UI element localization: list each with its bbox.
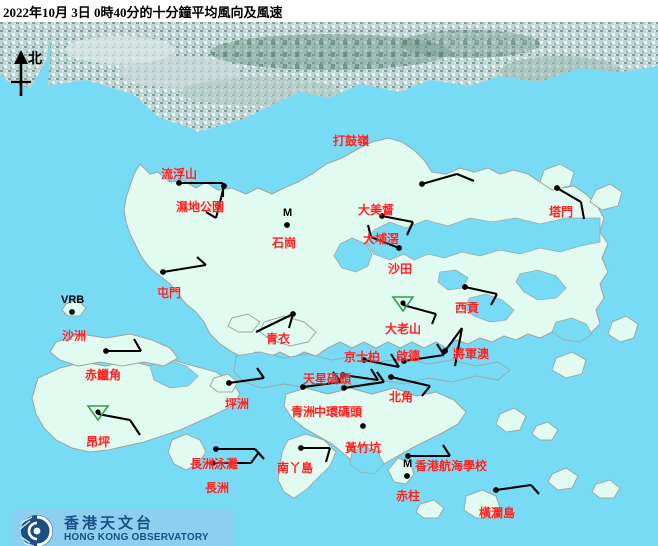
- station-dot-icon: [284, 222, 290, 228]
- station-label: 大老山: [385, 322, 422, 336]
- station-dot-icon: [554, 185, 560, 191]
- station-label: 中環碼頭: [314, 405, 363, 419]
- station-dot-icon: [300, 384, 306, 390]
- station-label: 香港航海學校: [415, 459, 488, 473]
- station-dot-icon: [221, 183, 227, 189]
- wind-barb: [363, 353, 400, 369]
- hko-emblem-icon: [19, 514, 53, 546]
- map-graphic: [0, 22, 658, 546]
- station-label: 流浮山: [161, 167, 198, 181]
- station-dot-icon: [210, 460, 216, 466]
- station-label: 長洲: [205, 481, 230, 495]
- station-dot-icon: [360, 423, 366, 429]
- station-dot-icon: [404, 473, 410, 479]
- station-label: 北角: [389, 390, 414, 404]
- north-arrow-icon: [11, 50, 31, 96]
- station-dot-icon: [340, 372, 346, 378]
- logo-english-name: HONG KONG OBSERVATORY: [64, 532, 209, 544]
- wind-barb: [342, 368, 379, 382]
- wind-barb: [205, 185, 226, 219]
- station-label: 塔門: [549, 205, 574, 219]
- station-dot-icon: [388, 374, 394, 380]
- station-dot-icon: [396, 245, 402, 251]
- station-label: 沙田: [388, 262, 413, 276]
- station-label: 赤鱲角: [85, 368, 122, 382]
- station-dot-icon: [442, 348, 448, 354]
- station-dot-icon: [95, 409, 101, 415]
- station-flag-m: M: [283, 207, 293, 219]
- wind-barb: [444, 327, 464, 367]
- wind-barb: [366, 224, 400, 249]
- logo-chinese-name: 香港天文台: [64, 516, 155, 533]
- station-dot-icon: [405, 453, 411, 459]
- station-label: 南丫島: [277, 461, 314, 475]
- station-dot-icon: [160, 269, 166, 275]
- wind-barb: [106, 338, 142, 353]
- station-label: 打鼓嶺: [333, 134, 370, 148]
- station-label: 橫瀾島: [479, 506, 516, 520]
- north-label: 北: [28, 52, 42, 67]
- wind-barb: [216, 447, 265, 460]
- station-label: 石崗: [272, 236, 297, 250]
- station-label: 京士柏: [344, 350, 381, 364]
- hko-logo: 香港天文台 HONG KONG OBSERVATORY: [12, 509, 234, 546]
- station-flag-m: M: [403, 458, 413, 470]
- station-dot-icon: [401, 358, 407, 364]
- station-label: 昂坪: [86, 435, 111, 449]
- station-dot-icon: [419, 181, 425, 187]
- wind-barb: [97, 412, 141, 436]
- wind-barb: [162, 256, 207, 274]
- station-label: 西貢: [455, 301, 480, 315]
- station-dot-icon: [213, 446, 219, 452]
- station-dot-icon: [379, 213, 385, 219]
- station-dot-icon: [298, 445, 304, 451]
- wind-barb: [390, 375, 431, 397]
- station-label: 將軍澳: [453, 347, 490, 361]
- station-dot-icon: [103, 348, 109, 354]
- station-label: 屯門: [157, 286, 182, 300]
- gale-triangle-icon: [86, 405, 110, 422]
- station-label: 長洲泳灘: [190, 457, 239, 471]
- wind-barb: [343, 371, 385, 390]
- page-title: 2022年10月 3日 0時40分的十分鐘平均風向及風速: [3, 5, 283, 20]
- wind-barb: [402, 303, 437, 325]
- wind-barb: [301, 446, 332, 463]
- station-dot-icon: [361, 357, 367, 363]
- wind-barb: [228, 367, 265, 385]
- station-label: 濕地公園: [176, 200, 225, 214]
- station-label: 大埔滘: [363, 232, 400, 246]
- wind-barb: [421, 172, 475, 186]
- station-label: 青衣: [266, 332, 291, 346]
- wind-barb: [408, 444, 451, 458]
- map-canvas: 打鼓嶺流浮山濕地公園 M 石崗 大美督 塔門大埔滘沙田屯門西貢 VRB 沙洲 青衣 大老山 京士柏…: [0, 22, 658, 546]
- station-dot-icon: [400, 300, 406, 306]
- wind-barb: [495, 483, 540, 495]
- station-flag-vrb: VRB: [61, 294, 85, 306]
- station-label: 坪洲: [225, 397, 250, 411]
- station-dot-icon: [462, 284, 468, 290]
- wind-barb: [403, 343, 445, 363]
- station-label: 赤柱: [396, 489, 421, 503]
- station-label: 沙洲: [62, 329, 87, 343]
- wind-barb: [556, 187, 586, 220]
- wind-barb: [302, 371, 342, 389]
- station-dot-icon: [290, 311, 296, 317]
- gale-triangle-icon: [391, 296, 415, 313]
- station-label: 天星碼頭: [303, 372, 352, 386]
- wind-barb: [213, 451, 260, 465]
- station-label: 大美督: [358, 203, 395, 217]
- station-dot-icon: [341, 385, 347, 391]
- station-dot-icon: [493, 487, 499, 493]
- station-dot-icon: [69, 309, 75, 315]
- station-dot-icon: [226, 380, 232, 386]
- station-label: 黃竹坑: [345, 441, 382, 455]
- wind-barb: [381, 214, 414, 236]
- station-label: 青洲: [291, 405, 316, 419]
- station-marker-layer: [69, 180, 560, 493]
- wind-barb: [464, 285, 498, 306]
- station-dot-icon: [176, 180, 182, 186]
- station-label: 啟德: [396, 349, 421, 363]
